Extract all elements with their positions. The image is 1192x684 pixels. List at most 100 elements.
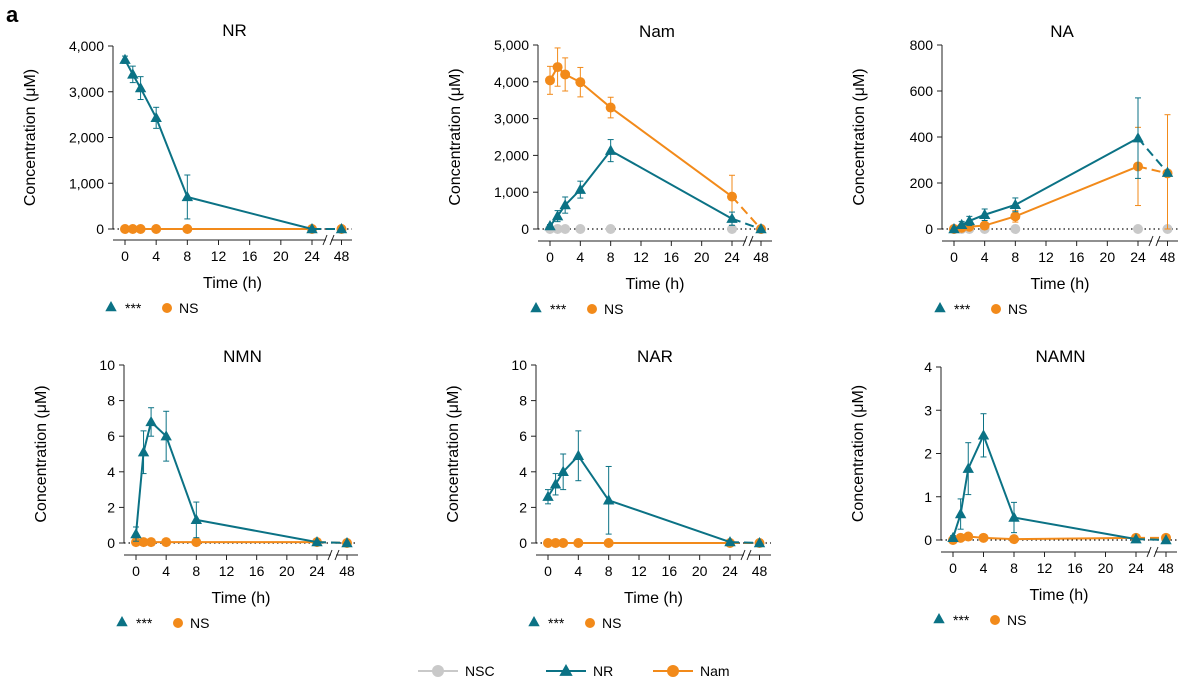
series-line-break [731,217,762,230]
series-line-break [1137,165,1168,175]
data-point [726,212,738,223]
x-tick-label: 20 [279,563,295,579]
y-tick-label: 3,000 [494,111,529,127]
figure-legend: NSC NR Nam [418,663,730,679]
x-tick-label: 16 [242,248,258,264]
data-point [335,223,348,234]
y-tick-label: 4 [924,359,932,375]
data-point [131,537,141,548]
series-nam [545,47,766,234]
y-tick-label: 4,000 [69,38,104,54]
data-point [549,478,562,489]
series-line-break [316,541,348,544]
chart-title: NAR [637,347,673,366]
data-point [341,537,353,548]
series-line [124,59,313,230]
x-axis-label: Time (h) [203,275,262,292]
panel-letter: a [6,2,19,27]
nr-marker-icon [105,301,117,312]
series-line [549,149,733,227]
data-point [979,220,990,231]
y-tick-label: 10 [511,357,527,373]
y-tick-label: 800 [910,37,934,53]
data-point [1008,511,1020,522]
nam-significance: NS [179,300,198,316]
circle-marker-icon [667,665,679,677]
series-line [952,432,1137,541]
nam-marker-icon [173,618,183,628]
y-tick-label: 8 [107,393,115,409]
nr-significance: *** [550,301,567,317]
y-tick-label: 2,000 [494,147,529,163]
nam-significance: NS [1007,612,1026,628]
data-point [306,223,318,234]
x-tick-label: 8 [605,563,613,579]
axis-break-mark [322,234,328,246]
x-tick-label: 12 [633,249,649,265]
data-point [559,199,571,210]
data-point [963,531,974,542]
y-tick-label: 10 [99,357,115,373]
data-point [551,210,564,221]
legend-item-nam: Nam [653,663,730,679]
data-point [963,214,976,226]
x-tick-label: 12 [631,563,647,579]
data-point [135,224,146,234]
triangle-marker-icon [559,664,573,676]
nam-marker-icon [162,303,172,313]
y-axis-label: Concentration (μM) [447,68,464,205]
x-tick-label: 4 [981,249,989,265]
data-point [558,538,569,548]
data-point [311,536,323,547]
data-point [160,430,172,441]
y-axis-label: Concentration (μM) [851,68,868,205]
axis-break-mark [1153,546,1159,558]
legend-label: NR [593,663,613,679]
data-point [560,224,571,234]
y-tick-label: 2 [519,499,527,515]
y-tick-label: 0 [925,221,933,237]
x-tick-label: 20 [273,248,289,264]
y-tick-label: 0 [521,221,529,237]
series-nr [544,139,767,234]
series-nr [119,53,348,234]
chart-title: NA [1050,22,1074,41]
nam-marker-icon [990,615,1000,625]
x-tick-label: 4 [162,563,170,579]
data-point [954,508,967,519]
y-tick-label: 0 [924,532,932,548]
nr-significance: *** [953,612,970,628]
data-point [572,449,585,460]
data-point [552,224,563,234]
data-point [724,536,736,547]
data-point [575,77,586,88]
nam-significance: NS [604,301,623,317]
x-tick-label: 12 [1037,560,1053,576]
data-point [146,537,157,548]
data-point [119,53,131,64]
data-point [1010,224,1021,234]
y-tick-label: 2,000 [69,130,104,146]
y-axis-label: Concentration (μM) [22,69,39,206]
x-tick-label: 8 [183,248,191,264]
data-point [145,415,157,427]
data-point [181,190,194,202]
x-tick-label: 20 [692,563,708,579]
data-point [602,494,615,505]
series-line-break [729,541,760,544]
y-tick-label: 4 [519,464,527,480]
data-point [978,208,991,219]
y-tick-label: 600 [910,83,934,99]
data-point [1160,534,1172,545]
x-tick-label: 48 [334,248,350,264]
x-tick-label: 16 [662,563,678,579]
x-tick-label: 8 [192,563,200,579]
series-line-break [731,195,762,230]
data-point [755,223,767,234]
y-tick-label: 5,000 [494,37,529,53]
nr-marker-icon [933,613,945,624]
data-point [947,531,959,543]
